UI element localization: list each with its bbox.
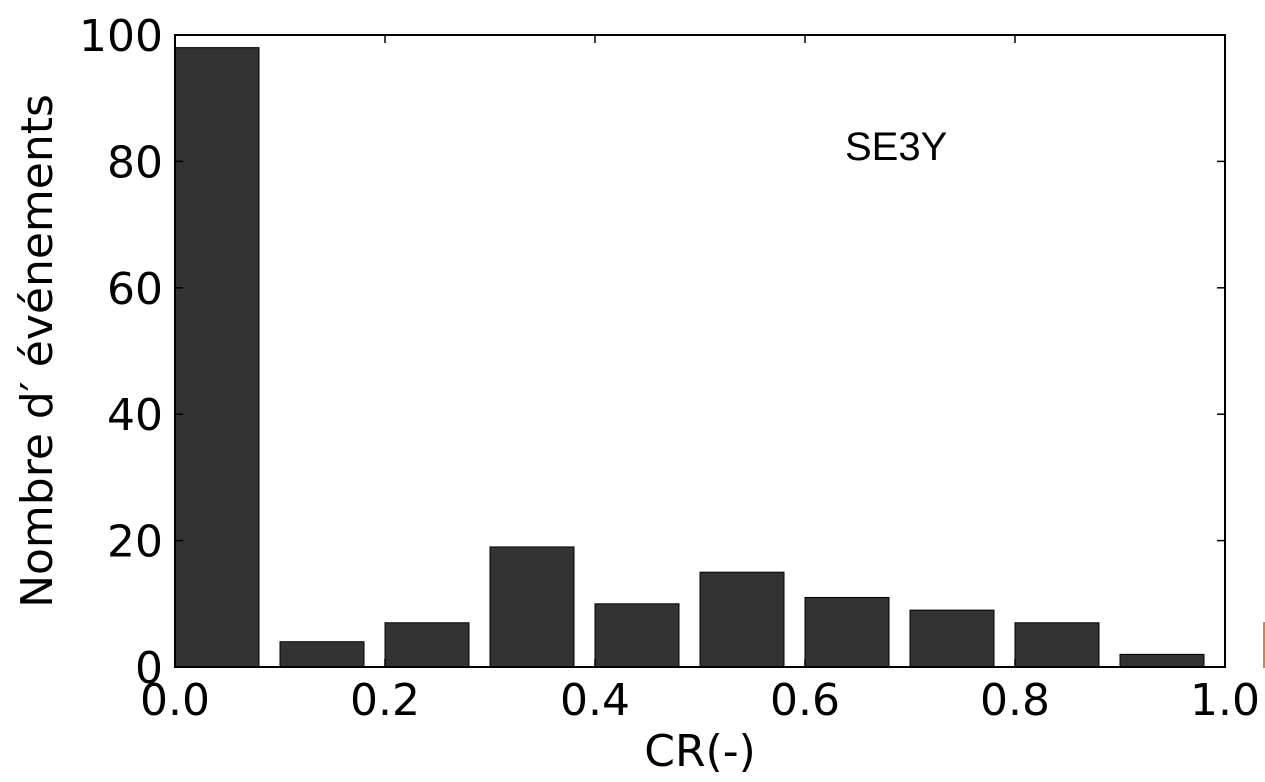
- bar-6: [804, 596, 890, 668]
- x-tick-label-2: 0.4: [560, 675, 630, 726]
- bar-7: [909, 609, 995, 668]
- x-tick-label-0: 0.0: [140, 675, 210, 726]
- bar-8: [1014, 622, 1100, 668]
- bar-5: [699, 571, 785, 668]
- y-tick-label-3: 60: [107, 264, 163, 315]
- bars-group: [174, 47, 1205, 668]
- x-tick-label-1: 0.2: [350, 675, 420, 726]
- tick-labels-group: 0.0 0.2 0.4 0.6 0.8 1.0 0 20 40 60 80 100: [79, 11, 1260, 726]
- bar-3: [489, 546, 575, 668]
- bar-0: [174, 47, 260, 668]
- y-tick-label-1: 20: [107, 517, 163, 568]
- x-tick-label-4: 0.8: [980, 675, 1050, 726]
- bar-1: [279, 641, 365, 668]
- y-tick-label-2: 40: [107, 390, 163, 441]
- bar-9: [1119, 653, 1205, 668]
- chart-annotation: SE3Y: [845, 125, 947, 169]
- x-tick-label-3: 0.6: [770, 675, 840, 726]
- bar-2: [384, 622, 470, 668]
- x-axis-label: CR(-): [644, 726, 756, 777]
- bar-4: [594, 603, 680, 668]
- y-tick-label-0: 0: [135, 643, 163, 694]
- plot-frame: [174, 34, 1226, 668]
- x-tick-label-5: 1.0: [1190, 675, 1260, 726]
- y-tick-label-4: 80: [107, 137, 163, 188]
- y-tick-label-5: 100: [79, 11, 163, 62]
- y-axis-label: Nombre d′ événements: [12, 94, 63, 608]
